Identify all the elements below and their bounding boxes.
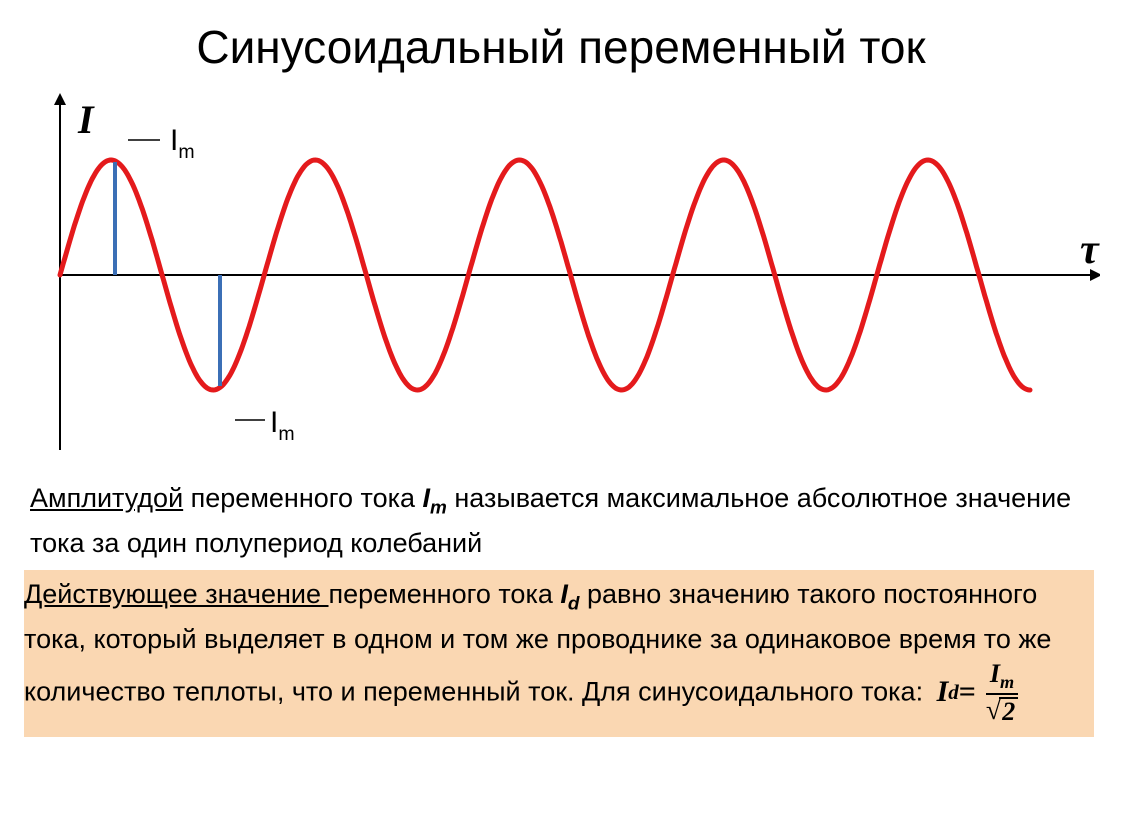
- amplitude-term: Амплитудой: [30, 483, 183, 513]
- amplitude-definition: Амплитудой переменного тока Im называетс…: [30, 478, 1090, 565]
- svg-text:Im: Im: [270, 406, 295, 445]
- sine-chart: Iτ Im Im: [20, 80, 1100, 470]
- rms-term: Действующее значение: [24, 579, 329, 609]
- svg-text:Im: Im: [170, 124, 195, 163]
- svg-text:τ: τ: [1080, 227, 1100, 273]
- rms-definition: Действующее значение переменного тока Id…: [24, 570, 1094, 737]
- page-title: Синусоидальный переменный ток: [0, 20, 1122, 74]
- svg-text:I: I: [77, 97, 95, 142]
- rms-formula: Id = Im √2: [937, 661, 1023, 725]
